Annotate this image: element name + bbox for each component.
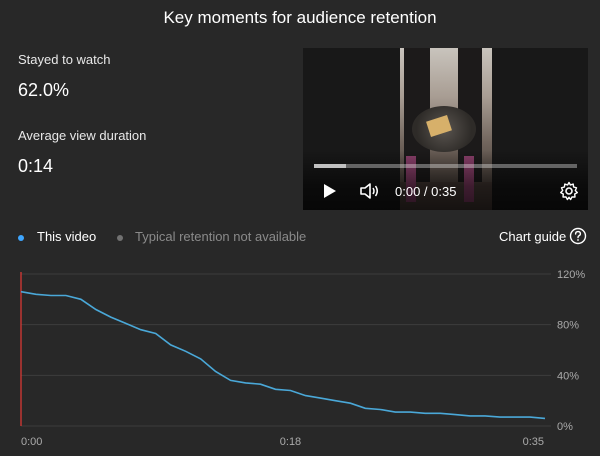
volume-icon[interactable] (359, 182, 379, 200)
y-axis-tick-labels: 0% 40% 80% 120% (557, 269, 585, 433)
average-view-duration-value: 0:14 (18, 156, 54, 176)
x-axis-tick-labels: 0:00 0:18 0:35 (21, 436, 544, 448)
retention-line-this-video (20, 290, 546, 420)
stayed-to-watch-value: 62.0% (18, 80, 70, 100)
play-icon[interactable] (323, 183, 337, 199)
chart-guide-link[interactable]: Chart guide (499, 229, 567, 244)
help-circle-icon[interactable] (569, 227, 587, 245)
typical-retention-legend-dot (117, 235, 123, 241)
chart-grid (21, 273, 551, 427)
video-player[interactable]: 0:00 / 0:35 (303, 48, 588, 210)
time-display: 0:00 / 0:35 (395, 184, 457, 199)
y-tick-label: 0% (557, 421, 573, 433)
page-title: Key moments for audience retention (163, 8, 437, 27)
average-view-duration-label: Average view duration (18, 128, 147, 143)
x-tick-label: 0:00 (21, 436, 42, 448)
x-tick-label: 0:35 (523, 436, 544, 448)
gear-icon[interactable] (559, 181, 579, 201)
this-video-legend-label: This video (37, 229, 97, 244)
x-tick-label: 0:18 (280, 436, 301, 448)
stayed-to-watch-label: Stayed to watch (18, 52, 111, 67)
typical-retention-legend-label: Typical retention not available (135, 229, 307, 244)
y-tick-label: 80% (557, 320, 579, 332)
seek-bar[interactable] (314, 164, 577, 168)
y-tick-label: 40% (557, 370, 579, 382)
retention-chart[interactable]: 0% 40% 80% 120% 0:00 0:18 0:35 (0, 262, 600, 456)
y-tick-label: 120% (557, 269, 585, 281)
seek-bar-buffered (314, 164, 346, 168)
this-video-legend-dot (18, 235, 24, 241)
